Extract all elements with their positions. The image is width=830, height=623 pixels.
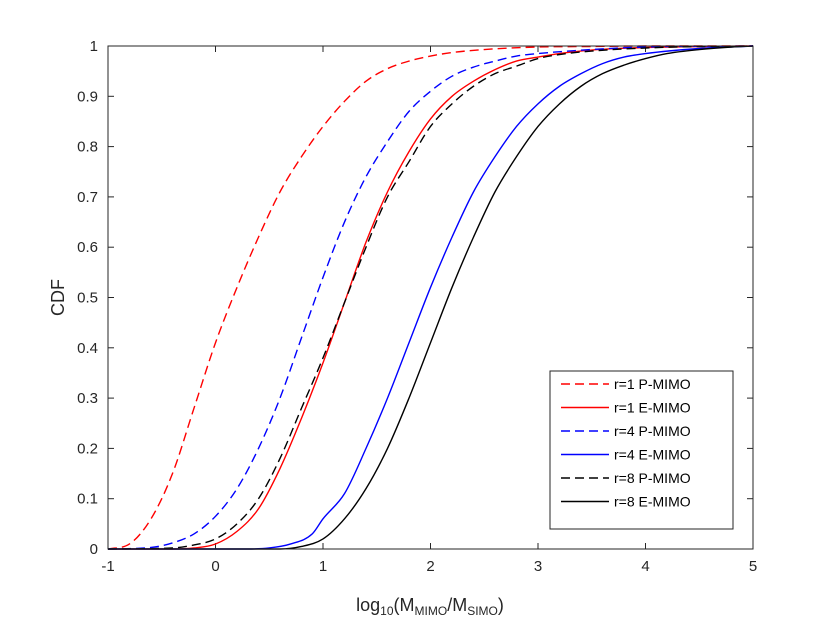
- legend-label: r=8 P-MIMO: [614, 470, 691, 486]
- series-line-r-8-p-mimo: [107, 45, 754, 550]
- y-tick-label: 0.6: [77, 239, 98, 256]
- x-label-close: ): [498, 595, 504, 615]
- series-line-r-4-e-mimo: [108, 45, 754, 550]
- y-tick-label: 0.9: [77, 88, 98, 105]
- plot-frame: [107, 45, 754, 550]
- legend: r=1 P-MIMO r=1 E-MIMO r=4 P-MIMO r=4 E-MIMO…: [549, 370, 734, 530]
- x-axis-label: log10(MMIMO/MSIMO): [356, 595, 504, 618]
- y-tick-label: 0: [90, 541, 98, 558]
- x-label-base-subscript: 10: [380, 604, 394, 618]
- x-tick-label: 4: [641, 558, 649, 575]
- legend-items: r=1 P-MIMO r=1 E-MIMO r=4 P-MIMO r=4 E-MIMO…: [561, 376, 691, 510]
- y-axis-label: CDF: [48, 279, 68, 316]
- x-label-open: (M: [394, 595, 415, 615]
- legend-label: r=8 E-MIMO: [614, 494, 691, 510]
- axis-ticks: -1 0 1 2 3 4 500.10.20.30.40.50.60.70.80.91: [77, 38, 757, 575]
- y-tick-label: 0.8: [77, 139, 98, 156]
- y-tick-label: 0.5: [77, 290, 98, 307]
- series-line-r-1-e-mimo: [108, 45, 754, 550]
- x-tick-label: 5: [749, 558, 757, 575]
- x-label-base: log: [356, 595, 380, 615]
- series-line-r-8-e-mimo: [108, 45, 754, 550]
- x-label-slash: /M: [447, 595, 467, 615]
- y-tick-label: 0.7: [77, 189, 98, 206]
- legend-label: r=4 P-MIMO: [614, 423, 691, 439]
- x-label-numerator-subscript: MIMO: [415, 604, 448, 618]
- series-lines: [107, 45, 754, 550]
- series-line-r-1-p-mimo: [107, 45, 753, 550]
- x-tick-label: 2: [426, 558, 434, 575]
- x-tick-label: 3: [534, 558, 542, 575]
- y-tick-label: 0.3: [77, 390, 98, 407]
- x-tick-label: -1: [101, 558, 114, 575]
- y-tick-label: 0.2: [77, 440, 98, 457]
- y-tick-label: 0.4: [77, 340, 98, 357]
- series-line-r-4-p-mimo: [107, 45, 754, 550]
- legend-label: r=1 P-MIMO: [614, 376, 691, 392]
- legend-label: r=4 E-MIMO: [614, 447, 691, 463]
- x-tick-label: 0: [211, 558, 219, 575]
- x-tick-label: 1: [319, 558, 327, 575]
- x-label-denominator-subscript: SIMO: [467, 604, 498, 618]
- legend-label: r=1 E-MIMO: [614, 400, 691, 416]
- y-tick-label: 1: [90, 38, 98, 55]
- y-tick-label: 0.1: [77, 491, 98, 508]
- legend-box: [549, 370, 734, 530]
